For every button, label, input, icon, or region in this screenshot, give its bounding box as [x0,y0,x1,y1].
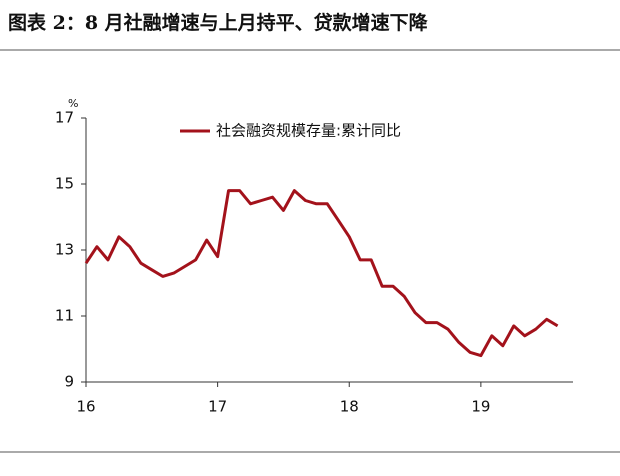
y-tick-label: 17 [55,109,74,127]
x-tick-label: 18 [340,398,359,416]
x-tick-label: 16 [76,398,95,416]
y-tick-label: 9 [64,373,74,391]
y-tick-label: 13 [55,241,74,259]
legend-label: 社会融资规模存量:累计同比 [216,122,401,140]
y-tick-label: 15 [55,175,74,193]
y-unit: % [68,97,78,110]
line [84,189,559,358]
y-tick-label: 11 [55,307,74,325]
x-tick-label: 17 [208,398,227,416]
x-tick-label: 19 [471,398,490,416]
chart-title: 图表 2：8 月社融增速与上月持平、贷款增速下降 [8,11,429,34]
